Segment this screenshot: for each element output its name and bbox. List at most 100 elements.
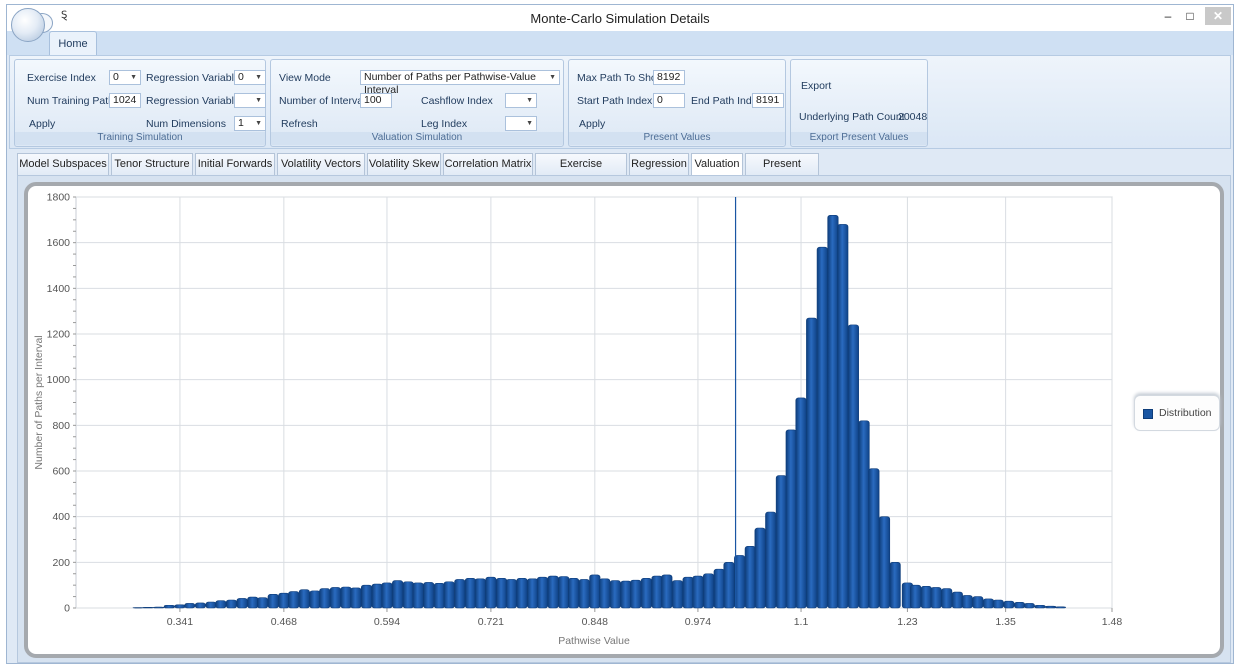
underlying-path-count-value: 20048 [898,111,928,123]
histogram-bar [795,397,807,609]
number-of-intervals-input[interactable]: 100 [360,93,392,108]
x-tick-label: 0.848 [582,616,608,628]
histogram-bar [775,475,787,609]
histogram-bar [847,324,859,609]
histogram-bar [889,562,901,609]
histogram-bar [713,568,725,609]
training-apply-button[interactable]: Apply [29,118,56,130]
chevron-down-icon: ▼ [255,120,262,127]
histogram-bar [661,574,673,609]
start-path-index-input[interactable]: 0 [653,93,685,108]
histogram-bar [858,420,870,609]
regression-variable-value: 0 [238,71,244,83]
histogram-bar [558,576,570,609]
histogram-bar [298,589,310,609]
tab-present-values[interactable]: Present Values [745,153,819,190]
group-valuation-simulation: View Mode Number of Paths per Pathwise-V… [270,59,564,147]
exercise-index-value: 0 [113,71,119,83]
tab-regression[interactable]: Regression [629,153,689,175]
x-tick-label: 0.594 [374,616,400,628]
end-path-index-input[interactable]: 8191 [752,93,784,108]
tab-valuation[interactable]: Valuation [691,153,743,176]
histogram-bar [474,578,486,609]
x-tick-label: 0.468 [271,616,297,628]
histogram-bar [402,581,414,609]
y-axis-title: Number of Paths per Interval [33,335,45,469]
regression-variable-label: Regression Variable [146,72,240,84]
num-dimensions-combo[interactable]: 1 ▼ [234,116,266,131]
close-button[interactable]: ✕ [1205,7,1231,25]
y-tick-label: 600 [52,466,70,478]
plot-area [75,196,1113,609]
histogram-bar [589,574,601,609]
underlying-path-count-label: Underlying Path Count [799,111,905,123]
view-mode-combo[interactable]: Number of Paths per Pathwise-Value Inter… [360,70,560,96]
histogram-bar [671,580,684,609]
number-of-intervals-label: Number of Intervals [279,95,371,107]
tab-tenor-structure[interactable]: Tenor Structure [111,153,193,175]
end-path-index-label: End Path Index [691,95,763,107]
num-training-paths-input[interactable]: 1024 [109,93,141,108]
refresh-button[interactable]: Refresh [281,118,318,130]
tab-volatility-skew[interactable]: Volatility Skew [367,153,441,175]
ribbon-tab-home[interactable]: Home [49,31,97,56]
app-window: Ȿ Monte-Carlo Simulation Details – □ ✕ H… [6,4,1234,664]
histogram-bar [257,597,269,609]
y-tick-label: 1000 [47,374,71,386]
group-export-present-values: Export Underlying Path Count 20048 Expor… [790,59,928,147]
regression-variable-2-combo[interactable]: ▼ [234,93,266,108]
y-tick-label: 400 [52,511,70,523]
tab-model-subspaces[interactable]: Model Subspaces [17,153,109,175]
histogram-bar [941,588,953,609]
present-apply-button[interactable]: Apply [579,118,606,130]
view-mode-label: View Mode [279,72,331,84]
maximize-button[interactable]: □ [1186,9,1194,23]
regression-variable-combo[interactable]: 0 ▼ [234,70,266,85]
histogram-bar [536,576,548,609]
histogram-bar [392,580,404,609]
start-path-index-label: Start Path Index [577,95,653,107]
minimize-button[interactable]: – [1164,9,1172,23]
histogram-bar [360,584,373,609]
histogram-bar [609,580,621,609]
histogram-bar [567,578,580,609]
cashflow-index-combo[interactable]: ▼ [505,93,537,108]
group-present-values: Max Path To Show 8192 Start Path Index 0… [568,59,786,147]
histogram-bar [278,592,290,609]
tab-exercise-functions[interactable]: Exercise Functions [535,153,627,190]
x-tick-label: 1.23 [897,616,918,628]
histogram-chart: 0 200 400 600 800 1000 1200 1400 1600 1800 0.341 0.… [33,192,1122,648]
chart-frame: 0 200 400 600 800 1000 1200 1400 1600 1800 0.341 0.… [24,182,1224,658]
legend-label: Distribution [1159,407,1212,419]
tab-volatility-vectors[interactable]: Volatility Vectors [277,153,365,175]
leg-index-combo[interactable]: ▼ [505,116,537,131]
histogram-bar [930,587,942,609]
x-tick-label: 0.974 [685,616,711,628]
application-menu-button[interactable] [11,8,45,42]
leg-index-label: Leg Index [421,118,468,130]
histogram-bar [620,580,632,609]
chevron-down-icon: ▼ [526,97,533,104]
histogram-bar [982,598,994,609]
chevron-down-icon: ▼ [526,120,533,127]
histogram-bar [163,604,175,609]
histogram-bar [785,429,797,609]
export-button[interactable]: Export [801,80,832,92]
tab-correlation-matrix[interactable]: Correlation Matrix [443,153,533,175]
chart-legend: Distribution [1134,395,1220,431]
histogram-bar [132,607,144,609]
histogram-bar [868,468,880,609]
window-title: Monte-Carlo Simulation Details [530,11,710,26]
exercise-index-label: Exercise Index [27,72,96,84]
x-tick-label: 1.35 [995,616,1016,628]
histogram-bar [951,591,963,609]
histogram-bar [910,584,922,609]
exercise-index-combo[interactable]: 0 ▼ [109,70,141,85]
y-tick-label: 1400 [47,283,71,295]
histogram-bar [495,578,508,609]
tab-initial-forwards[interactable]: Initial Forwards [195,153,275,175]
max-path-input[interactable]: 8192 [653,70,685,85]
quick-access-dropdown-icon[interactable]: Ȿ [61,10,68,21]
histogram-bar [920,586,932,609]
chevron-down-icon: ▼ [549,74,556,81]
